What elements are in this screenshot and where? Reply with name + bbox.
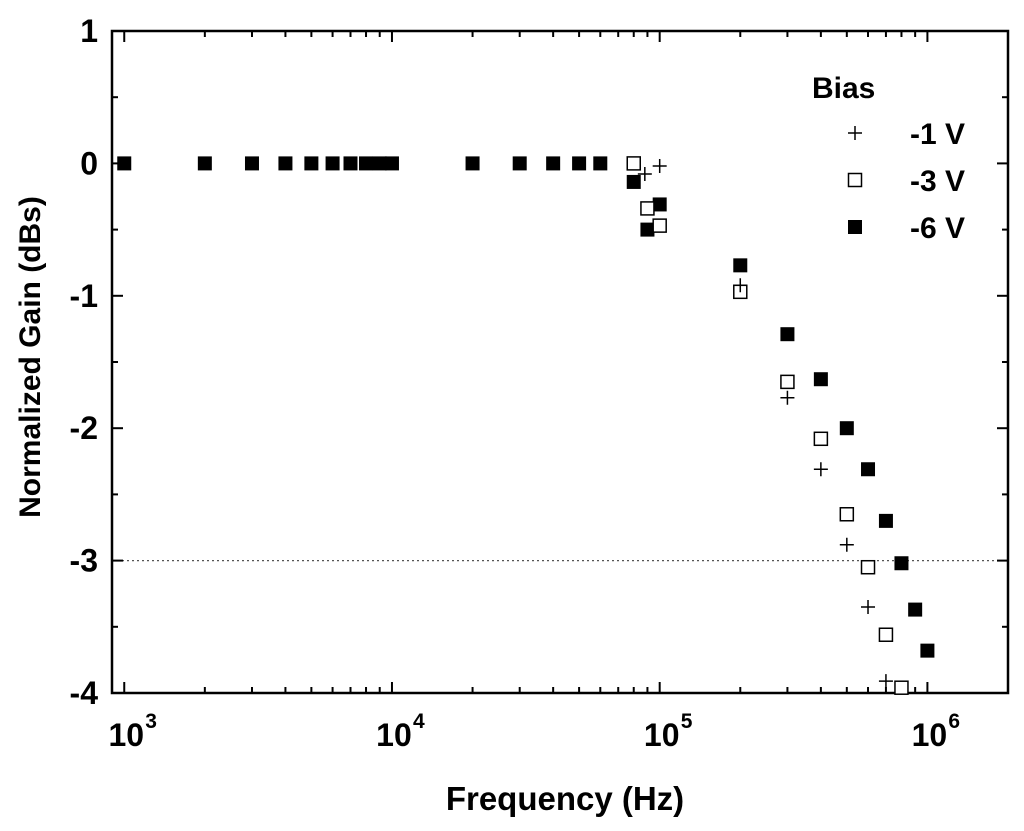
data-point [244,156,259,171]
x-tick-label-exponent: 3 [145,710,157,733]
y-tick-label: -3 [70,543,98,579]
legend-label: -3 V [910,165,965,198]
data-point [465,156,480,171]
data-point [839,507,855,522]
legend-title: Bias [812,72,875,105]
y-tick-label: 0 [80,145,98,181]
legend-marker [848,126,862,140]
data-point [813,431,829,447]
data-point [861,462,876,477]
data-point [920,643,935,658]
data-point [637,166,652,181]
data-point [343,156,358,171]
data-point [325,156,340,171]
plot-frame [110,29,1010,695]
x-tick-label-base: 10 [644,717,680,753]
data-points [117,156,935,695]
data-point [894,556,909,571]
data-point [359,156,374,171]
data-point [117,156,132,171]
data-point [813,462,828,477]
data-point [652,218,667,233]
data-point [593,156,608,171]
data-point [304,156,319,171]
y-tick-label: -1 [70,278,98,314]
series-minus3v [626,156,909,695]
data-point [384,156,399,171]
legend-marker [848,220,862,234]
data-point [512,156,527,171]
x-tick-label-base: 10 [376,717,412,753]
data-point [640,201,655,216]
data-point [278,156,293,171]
data-point [733,278,748,293]
legend-marker [847,172,863,188]
data-point [652,159,667,174]
x-tick-label-base: 10 [108,717,144,753]
data-point [733,258,748,273]
data-point [861,599,876,614]
data-point [839,421,854,436]
data-point [640,222,655,237]
axes [110,29,1010,695]
y-axis-label: Normalized Gain (dBs) [14,196,47,518]
data-point [878,674,893,689]
data-point [197,156,212,171]
x-tick-label-exponent: 4 [413,710,425,733]
data-point [626,174,641,189]
x-tick-label-exponent: 6 [948,710,960,733]
data-point [372,156,387,171]
data-point [860,559,876,575]
y-tick-label: -4 [70,675,99,711]
data-point [878,627,894,642]
y-tick-label: 1 [80,13,98,49]
x-tick-label-exponent: 5 [681,710,693,733]
tick-marks [111,30,1009,694]
data-point [908,602,923,617]
data-point [878,513,893,528]
data-point [546,156,561,171]
legend-label: -1 V [910,118,965,151]
data-point [780,374,795,390]
y-tick-label: -2 [70,410,98,446]
data-point [813,372,828,387]
data-point [780,327,795,342]
series-minus6v [117,156,935,658]
legend: Bias -1 V -3 V -6 V [812,72,965,245]
tick-labels: 10-1-2-3-410 3 10 4 10 5 10 6 [70,13,961,753]
data-point [780,390,795,405]
series-minus1v [637,159,893,689]
x-tick-label-base: 10 [912,717,948,753]
data-point [652,197,667,212]
data-point [626,156,641,171]
data-point [839,537,854,552]
data-point [572,156,587,171]
x-axis-label: Frequency (Hz) [446,780,684,817]
legend-label: -6 V [910,212,965,245]
data-point [894,680,909,695]
